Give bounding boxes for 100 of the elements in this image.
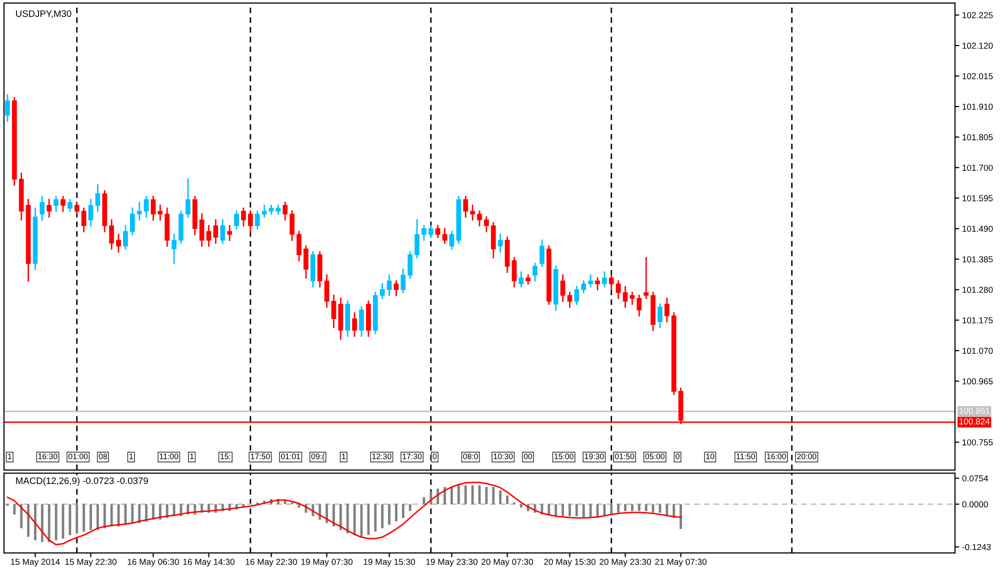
y-tick-label: 102.225 <box>962 12 993 18</box>
bar <box>284 500 286 504</box>
bar <box>20 504 23 528</box>
candlestick <box>109 219 114 250</box>
candlestick <box>477 210 482 226</box>
bar <box>131 504 134 524</box>
x-tick-label: 16 May 06:30 <box>128 558 179 567</box>
bar <box>158 504 162 520</box>
bar <box>13 504 16 514</box>
candlestick <box>664 298 670 322</box>
bar <box>34 504 36 540</box>
bar <box>117 504 120 527</box>
ref-line-label: 100.861 <box>959 408 990 414</box>
bar <box>624 504 626 512</box>
candlestick <box>95 184 100 212</box>
ref-line-label: 100.824 <box>959 418 990 424</box>
x-tick-label: 21 May 07:30 <box>655 558 707 567</box>
candlestick <box>359 306 364 337</box>
candlestick <box>304 245 308 279</box>
candlestick <box>435 225 440 238</box>
bar <box>90 504 92 530</box>
bar <box>82 504 86 532</box>
candlestick <box>144 196 149 218</box>
bar <box>367 504 370 536</box>
candlestick <box>234 210 239 230</box>
candlestick <box>116 234 121 253</box>
candlestick <box>68 198 72 212</box>
candlestick <box>394 280 399 296</box>
candlestick <box>5 94 10 122</box>
bar <box>485 486 488 504</box>
y-tick-label: 101.175 <box>962 317 993 324</box>
y-tick-label: 101.280 <box>962 286 993 293</box>
bar <box>103 504 106 528</box>
bar <box>520 504 522 508</box>
bar <box>589 504 592 518</box>
bar <box>346 504 349 534</box>
bar <box>575 504 578 516</box>
bar <box>54 504 58 540</box>
y-tick-label: 101.070 <box>962 348 993 354</box>
candlestick <box>622 286 628 308</box>
bar <box>68 504 72 536</box>
bar <box>554 504 558 516</box>
candlestick <box>54 196 58 212</box>
y-tick-label: 101.700 <box>962 164 993 171</box>
y-tick-label: 0.0000 <box>962 501 988 508</box>
candlestick <box>81 208 86 232</box>
x-tick-label: 19 May 07:30 <box>301 558 353 567</box>
candlestick <box>567 292 572 308</box>
bar <box>464 485 467 504</box>
y-tick-label: -0.1243 <box>962 544 991 550</box>
candlestick <box>282 202 288 221</box>
bar <box>617 504 620 513</box>
x-tick-label: 20 May 15:30 <box>544 558 596 567</box>
chart-title: MACD(12,26,9) -0.0723 -0.0379 <box>16 477 148 486</box>
candlestick <box>400 268 406 294</box>
x-tick-label: 15 May 2014 <box>11 558 60 567</box>
bar <box>444 486 446 504</box>
y-tick-label: 100.755 <box>962 439 993 446</box>
bar <box>326 504 328 524</box>
x-tick-label: 16 May 14:30 <box>183 558 235 567</box>
bar <box>652 504 654 513</box>
candlestick <box>574 286 580 305</box>
candlestick <box>227 225 232 241</box>
text: USDJPY,M30 <box>16 10 72 18</box>
candlestick <box>380 283 385 300</box>
candlestick <box>172 234 176 264</box>
bar <box>353 504 356 536</box>
candlestick <box>352 312 357 337</box>
bar <box>457 485 460 504</box>
candlestick <box>290 210 295 241</box>
bar <box>582 504 585 518</box>
candlestick <box>636 294 642 316</box>
candlestick <box>241 208 246 226</box>
candlestick <box>616 280 621 300</box>
candlestick <box>130 208 135 236</box>
candlestick <box>206 225 212 247</box>
candlestick <box>470 204 475 221</box>
y-tick-label: 101.490 <box>962 226 993 232</box>
y-tick-label: 102.015 <box>962 73 993 80</box>
candlestick <box>630 292 635 305</box>
bar <box>680 504 682 529</box>
bar <box>450 486 453 504</box>
candlestick <box>40 196 45 221</box>
candlestick <box>136 202 142 221</box>
y-tick-label: 101.910 <box>962 104 993 110</box>
bar <box>394 504 398 522</box>
candlestick <box>463 196 468 218</box>
bar <box>48 504 50 542</box>
bar <box>374 504 377 532</box>
candlestick <box>595 277 600 290</box>
candlestick <box>386 274 392 296</box>
bar <box>27 504 30 537</box>
candlestick <box>658 303 662 328</box>
bar <box>138 504 141 524</box>
bar <box>603 504 606 516</box>
bar <box>631 504 634 512</box>
y-tick-label: 102.120 <box>962 42 993 49</box>
candlestick <box>158 204 163 221</box>
candlestick <box>324 274 330 308</box>
bar <box>145 504 148 522</box>
